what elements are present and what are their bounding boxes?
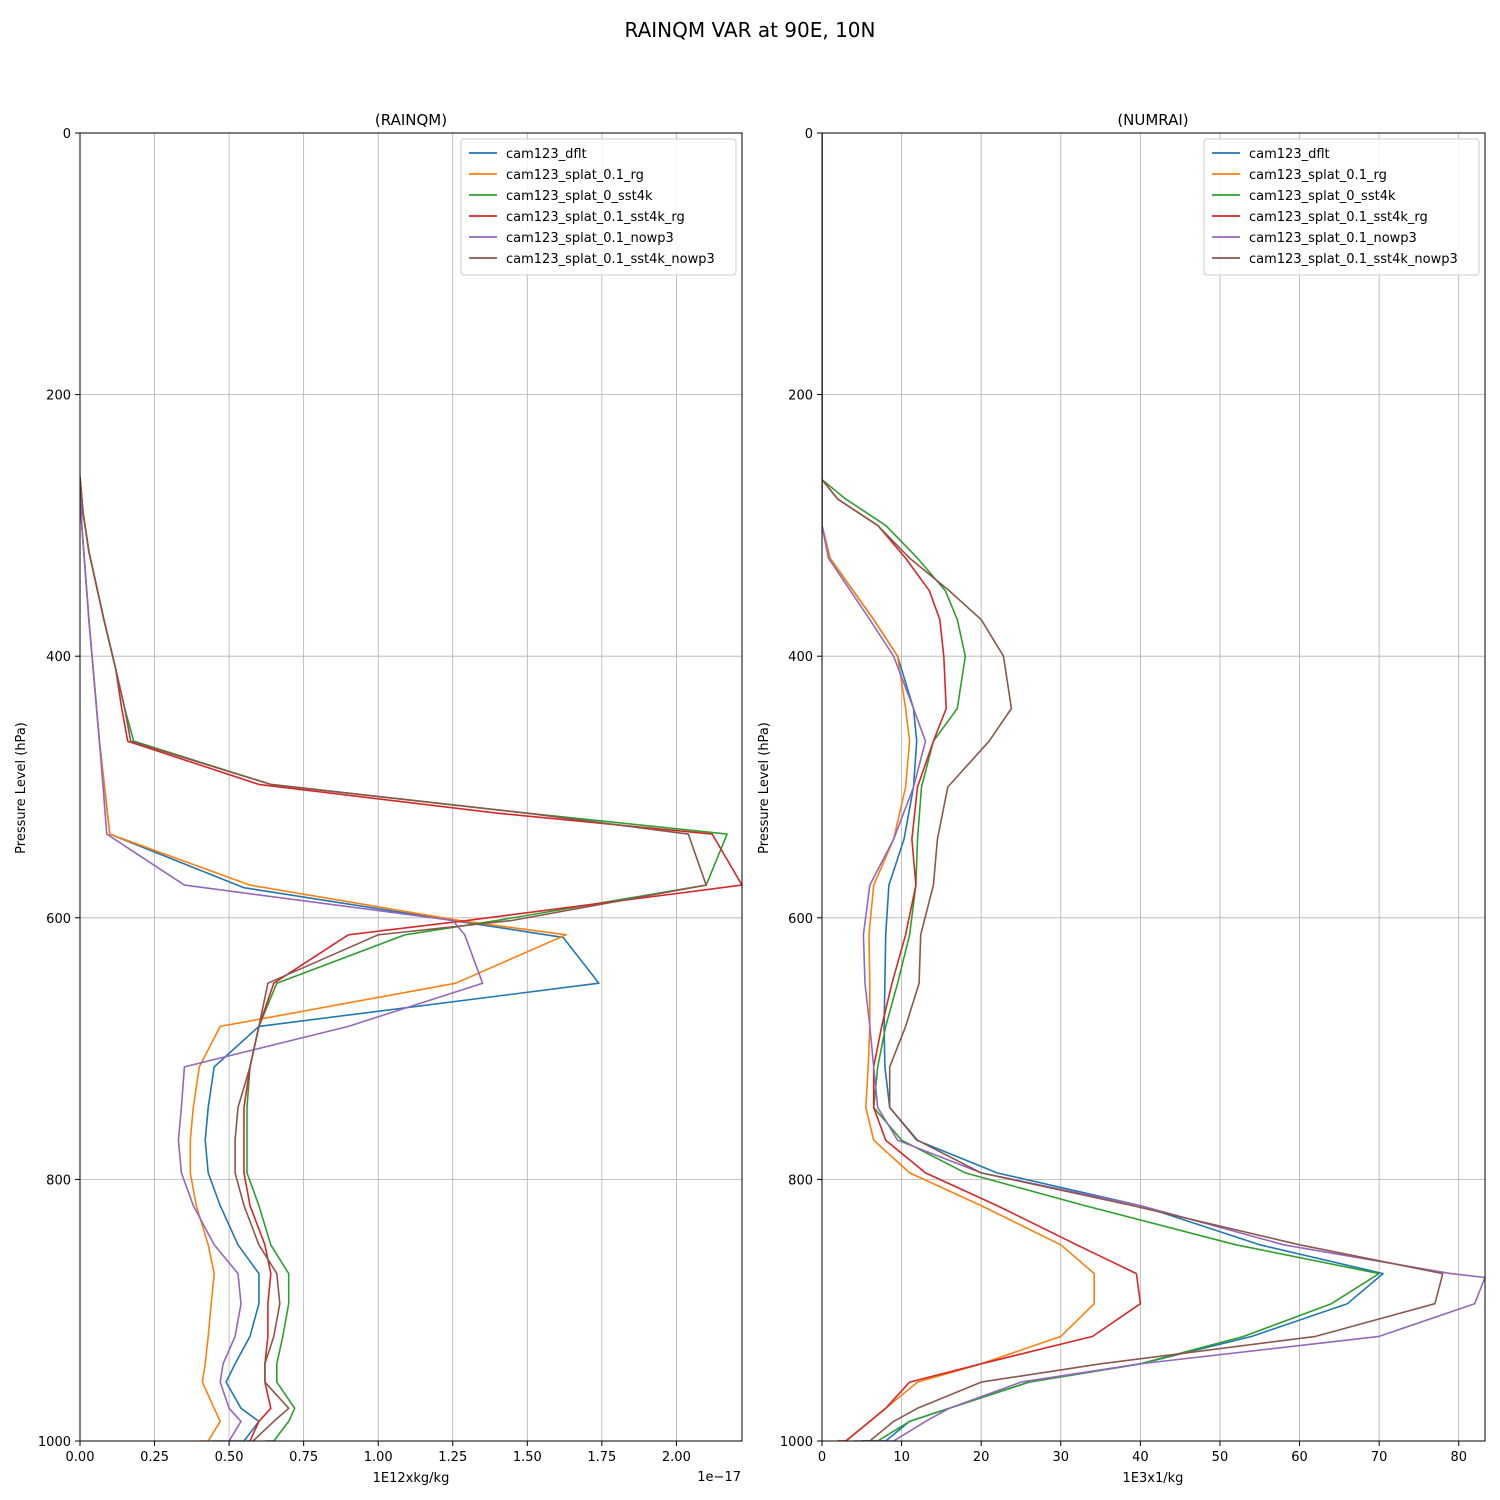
numrai-legend-box — [1203, 138, 1480, 276]
rainqm-plot-frame — [79, 132, 743, 1442]
numrai-series-line-5 — [822, 133, 1444, 1441]
rainqm-y-tick-label: 0 — [63, 127, 71, 142]
rainqm-legend-entry: cam123_dflt — [506, 147, 587, 162]
rainqm-x-tick-label: 1.25 — [438, 1450, 467, 1465]
rainqm-series-line-4 — [80, 476, 484, 1441]
rainqm-legend-entry: cam123_splat_0.1_rg — [506, 168, 644, 183]
numrai-x-tick-label: 50 — [1212, 1450, 1229, 1465]
rainqm-series-line-3 — [80, 476, 742, 1441]
rainqm-legend-entry: cam123_splat_0.1_nowp3 — [506, 231, 674, 246]
rainqm-series-line-2 — [80, 476, 728, 1441]
numrai-x-tick-label: 30 — [1053, 1450, 1070, 1465]
rainqm-x-tick-label: 0.00 — [66, 1450, 95, 1465]
numrai-legend-entry: cam123_splat_0.1_rg — [1249, 168, 1387, 183]
rainqm-legend-entry: cam123_splat_0.1_sst4k_nowp3 — [506, 252, 715, 267]
numrai-panel-title: (NUMRAI) — [1117, 111, 1188, 129]
rainqm-panel: (RAINQM) 1E12xkg/kg Pressure Level (hPa)… — [14, 111, 743, 1486]
numrai-plot-frame — [821, 132, 1486, 1442]
numrai-panel: (NUMRAI) 1E3x1/kg Pressure Level (hPa) 0… — [757, 111, 1486, 1486]
numrai-y-axis-label: Pressure Level (hPa) — [757, 722, 772, 854]
rainqm-y-tick-label: 1000 — [38, 1435, 71, 1450]
rainqm-x-tick-label: 1.75 — [587, 1450, 616, 1465]
numrai-y-tick-label: 0 — [805, 127, 813, 142]
rainqm-legend-entry: cam123_splat_0_sst4k — [506, 189, 653, 204]
rainqm-x-tick-label: 0.50 — [215, 1450, 244, 1465]
numrai-legend-entry: cam123_splat_0.1_sst4k_rg — [1249, 210, 1428, 225]
numrai-x-tick-label: 40 — [1132, 1450, 1149, 1465]
rainqm-y-tick-label: 400 — [46, 650, 71, 665]
numrai-legend-entry: cam123_splat_0.1_sst4k_nowp3 — [1249, 252, 1458, 267]
rainqm-legend-entry: cam123_splat_0.1_sst4k_rg — [506, 210, 685, 225]
numrai-x-tick-label: 80 — [1450, 1450, 1467, 1465]
rainqm-x-offset-label: 1e−17 — [697, 1470, 741, 1485]
rainqm-x-tick-label: 1.00 — [364, 1450, 393, 1465]
numrai-x-tick-label: 20 — [973, 1450, 990, 1465]
numrai-x-axis-label: 1E3x1/kg — [1123, 1471, 1184, 1486]
numrai-legend-entry: cam123_splat_0_sst4k — [1249, 189, 1396, 204]
rainqm-series-line-5 — [80, 476, 707, 1441]
rainqm-series-line-1 — [80, 476, 567, 1441]
numrai-series-line-1 — [822, 133, 1095, 1441]
numrai-y-tick-label: 400 — [788, 650, 813, 665]
rainqm-x-tick-label: 1.50 — [513, 1450, 542, 1465]
numrai-x-tick-label: 60 — [1291, 1450, 1308, 1465]
rainqm-y-tick-label: 800 — [46, 1173, 71, 1188]
rainqm-x-tick-label: 0.25 — [140, 1450, 169, 1465]
numrai-y-tick-label: 200 — [788, 389, 813, 404]
numrai-legend-entry: cam123_splat_0.1_nowp3 — [1249, 231, 1417, 246]
numrai-legend: cam123_dflt cam123_splat_0.1_rg cam123_spl… — [1203, 138, 1480, 276]
numrai-x-tick-label: 70 — [1371, 1450, 1388, 1465]
numrai-legend-entry: cam123_dflt — [1249, 147, 1330, 162]
numrai-x-tick-label: 0 — [818, 1450, 826, 1465]
numrai-y-tick-label: 1000 — [780, 1435, 813, 1450]
rainqm-panel-title: (RAINQM) — [375, 111, 447, 129]
rainqm-x-tick-label: 2.00 — [662, 1450, 691, 1465]
rainqm-legend: cam123_dflt cam123_splat_0.1_rg cam123_spl… — [460, 138, 737, 276]
numrai-series-line-2 — [822, 133, 1380, 1441]
rainqm-legend-box — [460, 138, 737, 276]
numrai-x-tick-label: 10 — [893, 1450, 910, 1465]
rainqm-y-tick-label: 200 — [46, 389, 71, 404]
rainqm-y-axis-label: Pressure Level (hPa) — [14, 722, 29, 854]
numrai-series-line-4 — [822, 133, 1485, 1441]
rainqm-y-tick-label: 600 — [46, 912, 71, 927]
rainqm-x-axis-label: 1E12xkg/kg — [373, 1471, 450, 1486]
numrai-y-tick-label: 800 — [788, 1173, 813, 1188]
numrai-series-line-3 — [822, 133, 1142, 1441]
rainqm-x-tick-label: 0.75 — [289, 1450, 318, 1465]
numrai-y-tick-label: 600 — [788, 912, 813, 927]
figure-title: RAINQM VAR at 90E, 10N — [625, 18, 876, 42]
